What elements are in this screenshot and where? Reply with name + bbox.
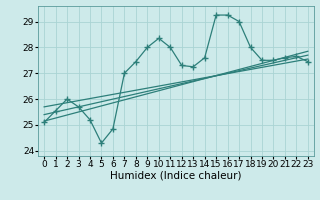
X-axis label: Humidex (Indice chaleur): Humidex (Indice chaleur) bbox=[110, 171, 242, 181]
